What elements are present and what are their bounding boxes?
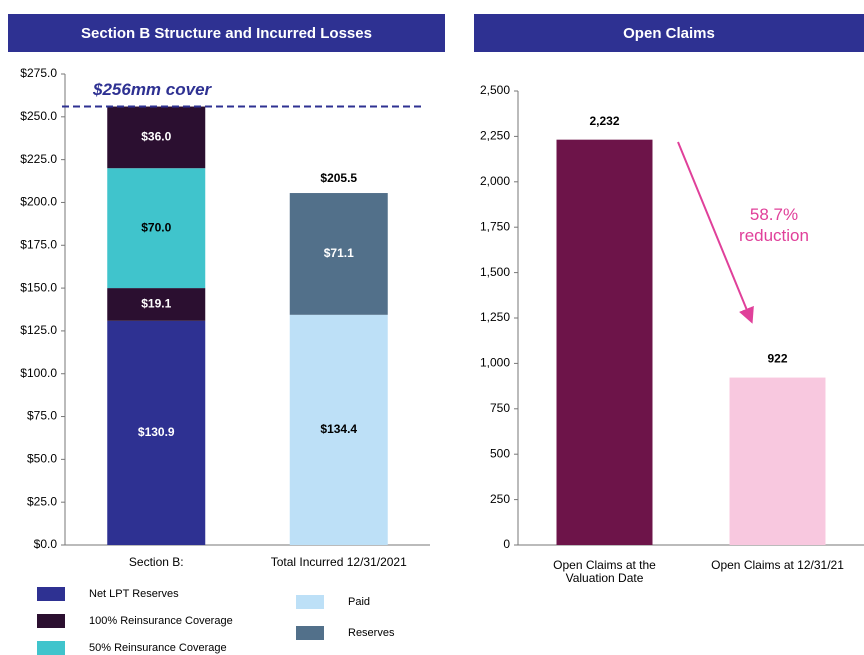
legend-label: 50% Reinsurance Coverage	[89, 642, 227, 654]
y-tick-label: $25.0	[27, 494, 57, 508]
y-tick-label: 1,000	[480, 356, 510, 370]
value-label: $71.1	[324, 246, 354, 260]
x-tick-label: Open Claims at the Valuation Date	[553, 558, 656, 585]
y-tick-label: $225.0	[20, 152, 57, 166]
bar-segment	[289, 193, 388, 315]
bar-segment	[107, 288, 206, 321]
bar-segment	[107, 168, 206, 289]
legend-label: Reserves	[348, 627, 395, 639]
legend-swatch	[296, 626, 324, 640]
y-tick-label: 1,250	[480, 310, 510, 324]
bar-segment	[107, 106, 206, 169]
chart-title: Section B Structure and Incurred Losses	[8, 14, 445, 52]
value-label: $70.0	[141, 220, 171, 234]
total-label: $205.5	[320, 171, 357, 185]
chart-title: Open Claims	[474, 14, 864, 52]
y-tick-label: $175.0	[20, 237, 57, 251]
y-tick-label: 1,750	[480, 219, 510, 233]
legend-label: Paid	[348, 596, 370, 608]
y-tick-label: 750	[490, 401, 510, 415]
y-tick-label: $0.0	[34, 537, 58, 551]
y-tick-label: $50.0	[27, 452, 57, 466]
y-tick-label: 500	[490, 446, 510, 460]
bar-segment	[107, 320, 206, 545]
x-tick-label: Section B:	[129, 555, 184, 569]
legend-label: Net LPT Reserves	[89, 588, 179, 600]
reference-label: $256mm cover	[92, 80, 213, 99]
annotation: 58.7% reduction	[739, 205, 809, 245]
y-tick-label: $100.0	[20, 366, 57, 380]
value-label: $36.0	[141, 130, 171, 144]
y-tick-label: 2,000	[480, 174, 510, 188]
value-label: 2,232	[589, 114, 619, 128]
legend-swatch	[296, 595, 324, 609]
y-tick-label: $125.0	[20, 323, 57, 337]
bar-segment	[289, 314, 388, 545]
value-label: 922	[767, 352, 787, 366]
legend-swatch	[37, 614, 65, 628]
bar	[729, 377, 826, 545]
x-tick-label: Open Claims at 12/31/21	[711, 558, 844, 572]
y-tick-label: 1,500	[480, 265, 510, 279]
y-tick-label: 250	[490, 492, 510, 506]
y-tick-label: 2,500	[480, 83, 510, 97]
y-tick-label: $200.0	[20, 195, 57, 209]
y-tick-label: $250.0	[20, 109, 57, 123]
value-label: $134.4	[320, 422, 357, 436]
y-tick-label: 2,250	[480, 129, 510, 143]
bar	[556, 139, 653, 545]
y-tick-label: 0	[503, 537, 510, 551]
value-label: $130.9	[138, 425, 175, 439]
y-tick-label: $75.0	[27, 409, 57, 423]
legend-swatch	[37, 587, 65, 601]
y-tick-label: $275.0	[20, 66, 57, 80]
value-label: $19.1	[141, 297, 171, 311]
legend-swatch	[37, 641, 65, 655]
legend-label: 100% Reinsurance Coverage	[89, 615, 233, 627]
arrow	[677, 141, 754, 324]
y-tick-label: $150.0	[20, 280, 57, 294]
x-tick-label: Total Incurred 12/31/2021	[271, 555, 407, 569]
